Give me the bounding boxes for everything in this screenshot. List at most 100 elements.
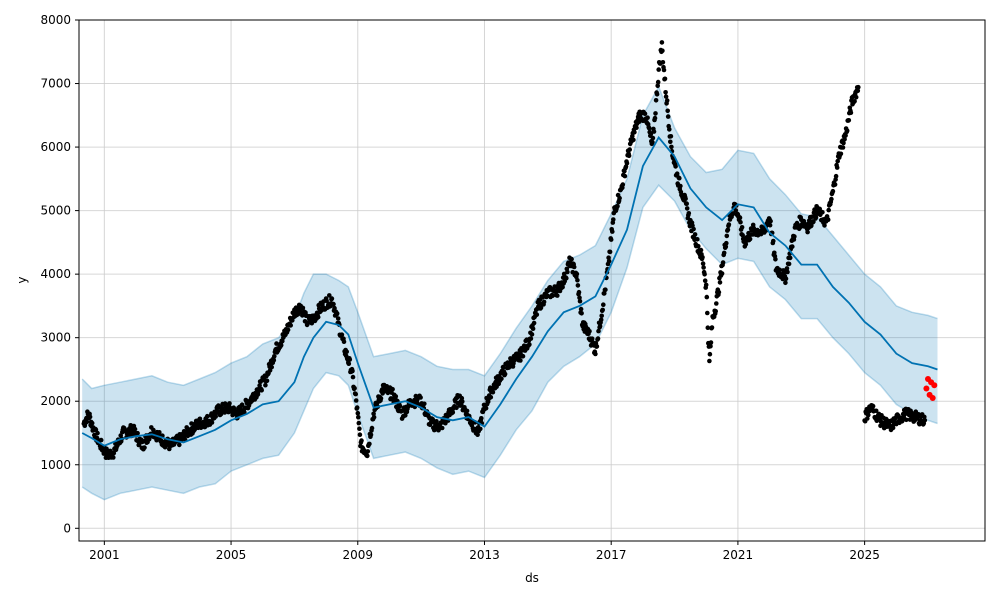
observed-point: [587, 329, 592, 334]
observed-point: [723, 244, 729, 250]
observed-point: [475, 432, 480, 438]
observed-point: [707, 351, 713, 357]
observed-point: [353, 398, 359, 403]
observed-point: [205, 413, 210, 419]
observed-point: [683, 196, 688, 201]
observed-point: [159, 438, 164, 444]
observed-point: [733, 208, 739, 213]
observed-point: [257, 383, 262, 388]
observed-point: [350, 374, 356, 380]
observed-point: [550, 293, 555, 299]
observed-point: [354, 405, 360, 410]
observed-point: [720, 260, 726, 265]
observed-point: [724, 240, 729, 246]
observed-point: [335, 316, 341, 321]
x-tick-label: 2009: [342, 548, 373, 562]
observed-point: [811, 219, 816, 225]
observed-point: [691, 226, 696, 232]
y-tick-label: 4000: [40, 267, 71, 281]
observed-point: [450, 410, 456, 415]
test-point: [931, 382, 938, 389]
observed-point: [264, 378, 270, 384]
observed-point: [534, 312, 540, 317]
observed-point: [656, 67, 661, 72]
observed-point: [530, 326, 536, 332]
observed-point: [696, 243, 701, 249]
observed-point: [341, 339, 347, 345]
observed-point: [866, 412, 871, 418]
observed-point: [611, 217, 616, 222]
forecast-line: [81, 135, 938, 447]
y-axis-ticks: 0 1000 2000 3000 4000 5000 6000 7000 8000: [40, 13, 79, 535]
observed-point: [669, 144, 674, 150]
observed-point: [709, 325, 715, 330]
x-tick-label: 2005: [216, 548, 247, 562]
observed-point: [464, 408, 470, 414]
observed-point: [327, 293, 332, 298]
observed-point: [371, 411, 376, 417]
observed-point: [239, 402, 245, 408]
test-point: [929, 395, 936, 401]
observed-point: [848, 110, 854, 115]
observed-point: [285, 327, 291, 333]
observed-point: [527, 342, 532, 347]
observed-point: [785, 269, 790, 275]
observed-point: [617, 195, 622, 201]
observed-point: [661, 67, 667, 73]
observed-point: [357, 432, 363, 438]
observed-point: [843, 133, 848, 138]
observed-point: [439, 425, 445, 431]
observed-point: [601, 302, 606, 308]
observed-point: [98, 437, 104, 443]
observed-point: [726, 222, 732, 227]
observed-point: [344, 349, 350, 355]
observed-point: [357, 426, 362, 432]
observed-point: [280, 338, 285, 344]
y-tick-label: 1000: [40, 458, 71, 472]
observed-point: [805, 229, 810, 235]
observed-point: [653, 98, 659, 103]
observed-point: [665, 108, 670, 114]
observed-point: [673, 164, 678, 169]
observed-point: [288, 323, 294, 328]
observed-point: [603, 287, 608, 293]
observed-point: [565, 269, 570, 275]
observed-point: [620, 182, 626, 187]
observed-point: [650, 139, 655, 145]
observed-point: [610, 229, 615, 234]
observed-point: [213, 414, 218, 419]
observed-point: [478, 426, 483, 432]
observed-point: [574, 271, 580, 277]
observed-point: [668, 134, 674, 139]
observed-point: [701, 265, 706, 270]
observed-point: [369, 425, 375, 431]
observed-point: [841, 140, 846, 146]
observed-point: [499, 376, 504, 382]
observed-point: [608, 237, 614, 242]
observed-point: [784, 266, 790, 271]
observed-point: [739, 225, 745, 230]
observed-point: [838, 151, 844, 157]
observed-point: [365, 449, 371, 454]
observed-point: [700, 261, 706, 266]
observed-point: [569, 256, 574, 262]
observed-point: [300, 305, 306, 311]
observed-point: [773, 257, 778, 262]
observed-point: [645, 115, 650, 120]
observed-point: [705, 325, 711, 331]
observed-point: [856, 84, 861, 90]
forecast-path: [81, 135, 938, 447]
observed-point: [501, 364, 506, 370]
observed-point: [434, 419, 439, 424]
observed-point: [783, 276, 789, 282]
observed-point: [740, 233, 745, 238]
observed-point: [331, 301, 336, 307]
observed-point: [579, 311, 584, 316]
x-tick-label: 2001: [89, 548, 120, 562]
observed-point: [922, 418, 928, 423]
observed-point: [560, 284, 565, 290]
observed-point: [479, 416, 484, 421]
observed-point: [738, 219, 743, 225]
observed-point: [663, 90, 668, 95]
observed-point: [278, 342, 284, 348]
